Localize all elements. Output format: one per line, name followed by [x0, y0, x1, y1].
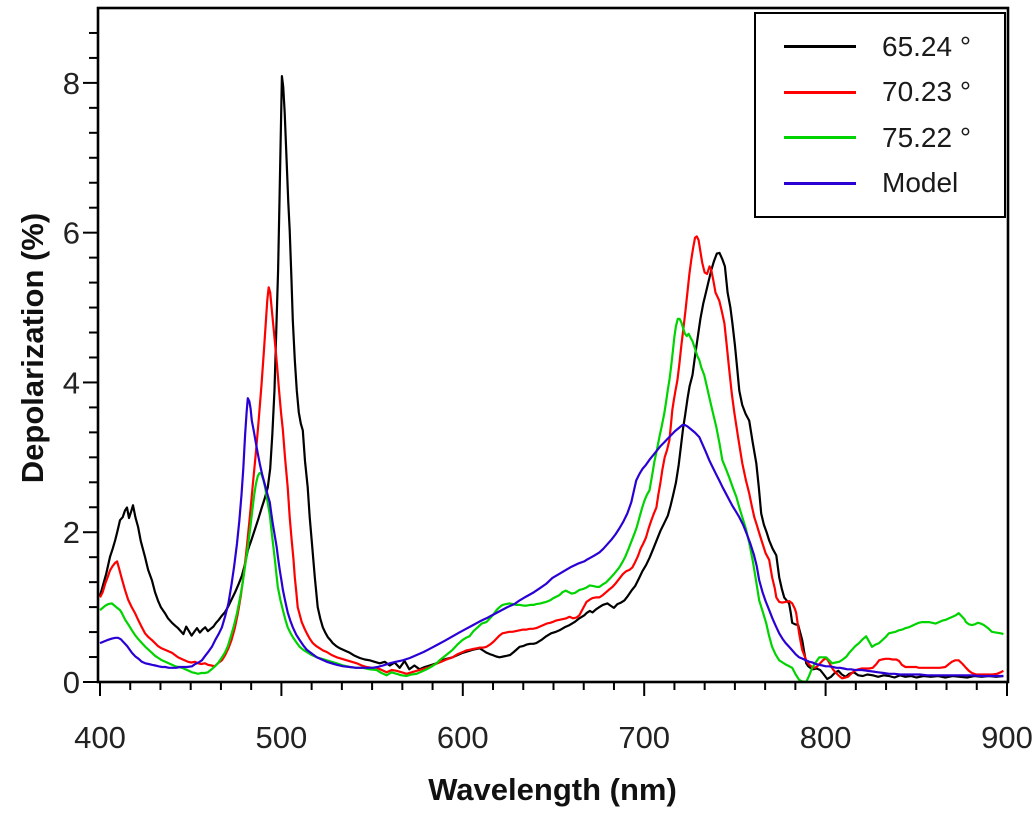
x-tick-label: 600: [437, 720, 489, 755]
legend-label-70deg: 70.23 °: [882, 76, 972, 108]
y-tick-label: 8: [63, 66, 80, 101]
series-line-0: [98, 74, 1004, 681]
y-tick-label: 6: [63, 216, 80, 251]
legend-row: 70.23 °: [756, 70, 1004, 114]
legend-row: 65.24 °: [756, 25, 1004, 69]
legend-row: 75.22 °: [756, 116, 1004, 160]
legend-swatch-70deg: [784, 90, 856, 94]
x-tick-label: 900: [981, 720, 1033, 755]
legend-swatch-75deg: [784, 136, 856, 140]
x-tick-label: 700: [618, 720, 670, 755]
legend: 65.24 ° 70.23 ° 75.22 ° Model: [754, 12, 1006, 218]
legend-swatch-65deg: [784, 45, 856, 49]
legend-label-75deg: 75.22 °: [882, 121, 972, 153]
x-tick-label: 800: [800, 720, 852, 755]
series-line-2: [99, 317, 1004, 682]
series-line-3: [99, 397, 1004, 678]
legend-label-65deg: 65.24 °: [882, 30, 972, 62]
y-tick-label: 2: [63, 515, 80, 550]
legend-swatch-model: [784, 181, 856, 185]
x-tick-label: 500: [256, 720, 308, 755]
legend-row: Model: [756, 161, 1004, 205]
x-axis-label: Wavelength (nm): [428, 772, 677, 807]
y-tick-label: 4: [63, 365, 80, 400]
y-tick-label: 0: [63, 665, 80, 700]
legend-label-model: Model: [882, 167, 959, 199]
y-axis-label: Depolarization (%): [15, 212, 50, 484]
x-tick-label: 400: [74, 720, 126, 755]
series-line-1: [99, 235, 1004, 680]
